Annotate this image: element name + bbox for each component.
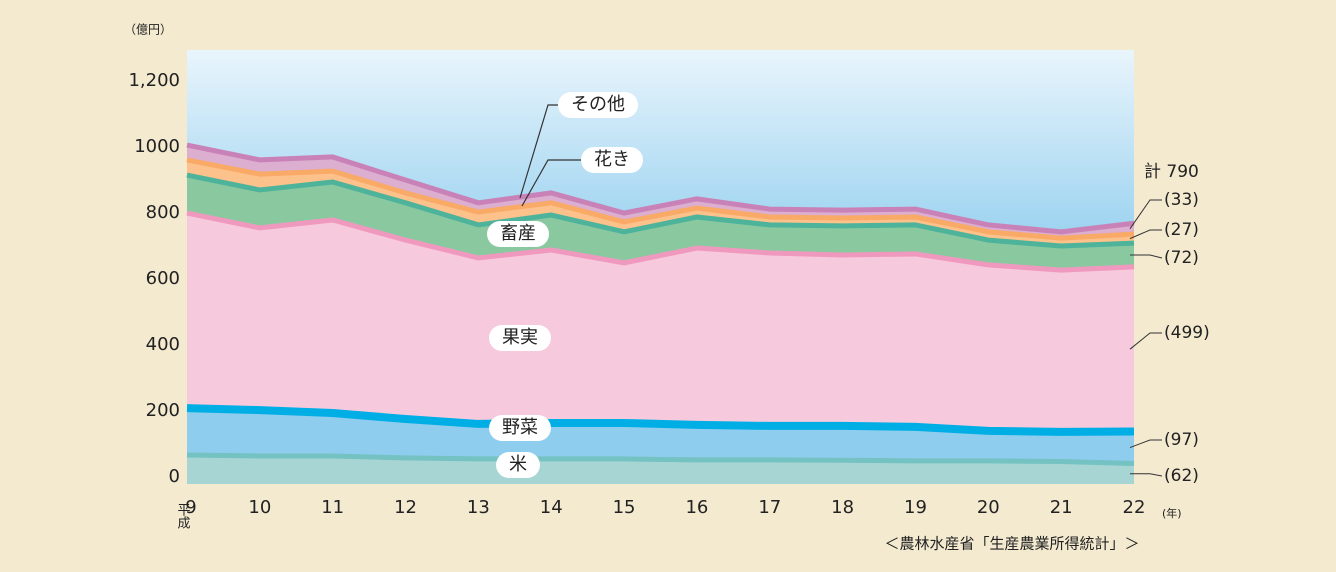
y-tick-label: 0 — [169, 466, 180, 487]
value-label: (72) — [1164, 248, 1199, 268]
x-tick-label: 20 — [977, 497, 1000, 518]
series-label: 畜産 — [500, 223, 536, 244]
x-tick-label: 9 — [185, 497, 196, 518]
area-edge — [186, 404, 1135, 436]
value-label: (27) — [1164, 220, 1199, 240]
area — [187, 213, 1134, 432]
x-tick-label: 13 — [467, 497, 490, 518]
name-bubble — [489, 325, 551, 351]
leader-line — [1129, 199, 1162, 230]
area-edge — [186, 210, 1135, 273]
area-edge — [186, 452, 1135, 467]
leader-line — [1129, 332, 1162, 350]
x-tick-label: 18 — [831, 497, 854, 518]
name-bubble — [581, 147, 643, 173]
series-label: 花き — [594, 149, 630, 170]
area — [187, 175, 1134, 271]
x-tick-label: 19 — [904, 497, 927, 518]
area-edge — [186, 157, 1135, 241]
x-tick-label: 16 — [685, 497, 708, 518]
x-tick-label: 11 — [321, 497, 344, 518]
leader-line — [1129, 439, 1162, 448]
series-label: 果実 — [502, 327, 538, 348]
name-bubble — [496, 452, 540, 478]
y-tick-label: 400 — [146, 334, 180, 355]
y-tick-label: 1000 — [134, 136, 180, 157]
value-label: (499) — [1164, 323, 1210, 343]
name-bubble — [487, 221, 549, 247]
leader-line — [1130, 473, 1163, 477]
total-label: 計 790 — [1144, 162, 1199, 182]
value-label: (62) — [1164, 466, 1199, 486]
y-tick-label: 1,200 — [128, 70, 180, 91]
y-tick-label: 200 — [146, 400, 180, 421]
series-label: 野菜 — [502, 417, 538, 438]
leader-line — [1129, 229, 1162, 240]
x-tick-label: 21 — [1050, 497, 1073, 518]
source: ＜農林水産省「生産農業所得統計」＞ — [884, 535, 1139, 553]
area-edge — [186, 172, 1135, 249]
value-label: (97) — [1164, 430, 1199, 450]
x-tick-label: 22 — [1123, 497, 1146, 518]
series-label: その他 — [571, 94, 625, 115]
x-tick-label: 17 — [758, 497, 781, 518]
x-unit-label: (年) — [1162, 506, 1182, 520]
y-tick-label: 600 — [146, 268, 180, 289]
name-bubble — [558, 92, 638, 118]
series-label: 米 — [509, 454, 527, 475]
leader-line — [521, 159, 582, 207]
leader-line — [1130, 254, 1163, 259]
area-edge — [186, 142, 1135, 235]
x-tick-label: 14 — [540, 497, 563, 518]
unit-label: （億円） — [124, 23, 172, 37]
x-tick-label: 10 — [248, 497, 271, 518]
x-tick-label: 15 — [613, 497, 636, 518]
y-tick-label: 800 — [146, 202, 180, 223]
name-bubble — [489, 415, 551, 441]
x-tick-label: 12 — [394, 497, 417, 518]
era-label: 平成 — [175, 503, 191, 530]
value-label: (33) — [1164, 190, 1199, 210]
